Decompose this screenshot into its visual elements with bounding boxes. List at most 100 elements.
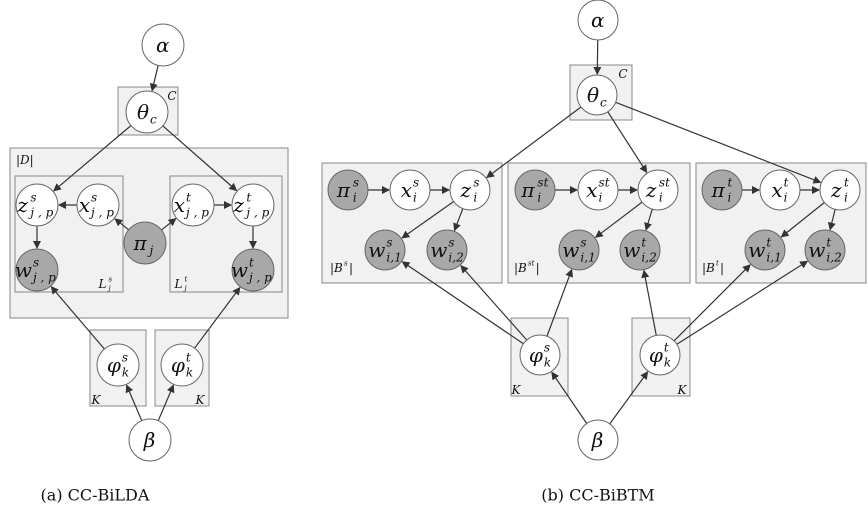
label: φ tk [649, 340, 671, 369]
arrow [125, 384, 143, 421]
label: w t i,1 [748, 235, 781, 264]
label-base: |B [702, 261, 715, 275]
label: z t j , p [232, 190, 269, 219]
label: φ sk [107, 350, 129, 379]
label-base: K [511, 383, 522, 397]
node [577, 169, 619, 211]
label-base: w [623, 238, 640, 262]
arrow [607, 111, 648, 174]
label-sup: s [33, 255, 39, 269]
label-base: w [368, 238, 385, 262]
node [819, 169, 861, 211]
label-base: K [91, 393, 102, 407]
label-base: w [808, 238, 825, 262]
arrow [546, 268, 574, 337]
label-sub: c [600, 96, 607, 110]
node [514, 169, 556, 211]
label-sub: i [473, 191, 477, 205]
label-sub: i [844, 191, 848, 205]
label-base: |B [330, 261, 343, 275]
arrow [114, 218, 130, 231]
label-sup: s [386, 235, 392, 249]
label-sup: t [728, 175, 733, 189]
label-base: z [16, 193, 28, 217]
label-base: π [520, 178, 535, 202]
node [449, 169, 491, 211]
label: |D| [16, 153, 34, 167]
node [804, 229, 846, 271]
label-base: α [156, 33, 170, 57]
label-sub: i [784, 191, 788, 205]
arrow [194, 286, 241, 349]
label: π st i [520, 175, 548, 204]
label-sub: k [664, 356, 671, 370]
label-sub: i [728, 191, 732, 205]
label-sub: i,2 [641, 251, 656, 265]
label: z st i [645, 175, 670, 204]
label-sup: t [844, 175, 849, 189]
label-sub: k [544, 356, 551, 370]
label: |B t | [702, 259, 724, 275]
label-post: | [536, 261, 540, 275]
label-sup: st [599, 175, 610, 189]
arrow [149, 65, 159, 92]
label-sub: j , p [246, 271, 272, 285]
label: β [591, 428, 604, 452]
label: K [677, 383, 688, 397]
label-sub: j [147, 244, 154, 258]
arrow [594, 201, 643, 238]
label: C [167, 89, 176, 103]
label-sup: t [249, 255, 254, 269]
label-base: z [830, 178, 842, 202]
label-sub: i [413, 191, 417, 205]
label-base: K [195, 393, 206, 407]
label-base: φ [107, 353, 121, 377]
arrow [486, 106, 582, 179]
label-sup: t [185, 275, 188, 283]
label: x s j , p [79, 190, 114, 219]
label-base: θ [137, 100, 149, 124]
label-sup: st [537, 175, 548, 189]
label: α [156, 33, 170, 57]
label-base: x [79, 193, 90, 217]
label-sub: k [122, 366, 129, 380]
label-base: φ [529, 343, 543, 367]
label-sub: i,1 [386, 251, 401, 265]
label: w s i,2 [430, 235, 463, 264]
arrow [50, 285, 105, 350]
label-base: π [336, 178, 351, 202]
label-base: w [430, 238, 447, 262]
label: π si [336, 175, 359, 204]
label-sup: s [353, 175, 359, 189]
label-sub: i,1 [766, 251, 781, 265]
node [577, 0, 619, 41]
label: x si [401, 175, 419, 204]
label: φ tk [171, 350, 193, 379]
label-sub: i [537, 191, 541, 205]
node [701, 169, 743, 211]
node [123, 221, 167, 265]
arrow [453, 208, 464, 232]
label-base: x [401, 178, 412, 202]
arrow [780, 202, 825, 238]
node [171, 183, 215, 227]
arrow [161, 218, 177, 231]
label-sup: st [528, 259, 535, 267]
label: w s i,1 [368, 235, 401, 264]
label: K [511, 383, 522, 397]
label-base: L [98, 277, 107, 291]
node [76, 183, 120, 227]
label-sup: s [122, 350, 128, 364]
label-sub: j , p [30, 271, 56, 285]
arrow [460, 264, 528, 341]
label-sub: i,2 [448, 251, 463, 265]
node [128, 418, 172, 462]
label: φ sk [529, 340, 551, 369]
label-sup: t [641, 235, 646, 249]
label: |B s | [330, 259, 353, 275]
